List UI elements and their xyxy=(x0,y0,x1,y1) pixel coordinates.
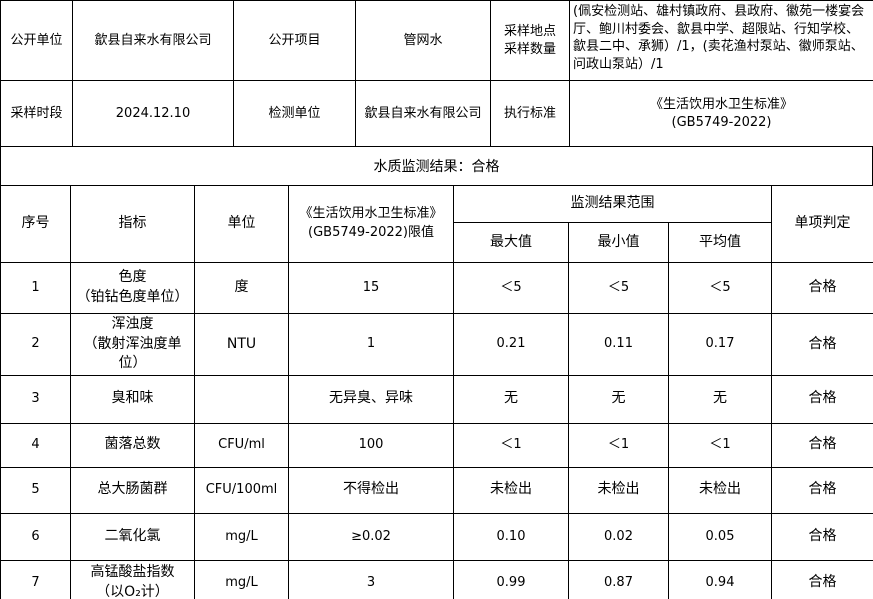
cell-judgement: 合格 xyxy=(771,559,873,599)
cell-unit: CFU/ml xyxy=(194,422,289,468)
cell-limit: ≥0.02 xyxy=(288,512,454,561)
info-table: 公开单位 歙县自来水有限公司 公开项目 管网水 采样地点 采样数量 (佩安检测站… xyxy=(0,0,873,147)
cell-no: 2 xyxy=(0,313,71,376)
cell-min: ＜1 xyxy=(568,422,669,468)
info-row-2: 采样时段 2024.12.10 检测单位 歙县自来水有限公司 执行标准 《生活饮… xyxy=(0,80,873,147)
header-row-2: 最大值 最小值 平均值 xyxy=(1,222,873,263)
label-publisher: 公开单位 xyxy=(0,0,73,81)
cell-no: 3 xyxy=(0,374,71,424)
cell-limit: 不得检出 xyxy=(288,466,454,514)
label-testing-unit: 检测单位 xyxy=(233,80,356,147)
cell-max: 无 xyxy=(453,374,569,424)
label-standard: 执行标准 xyxy=(490,80,570,147)
cell-judgement: 合格 xyxy=(771,466,873,514)
value-testing-unit: 歙县自来水有限公司 xyxy=(355,80,491,147)
cell-max: 未检出 xyxy=(453,466,569,514)
cell-no: 4 xyxy=(0,422,71,468)
table-row: 3 臭和味 无异臭、异味 无 无 无 合格 xyxy=(0,374,873,424)
cell-limit: 1 xyxy=(288,313,454,376)
cell-min: 0.11 xyxy=(568,313,669,376)
cell-limit: 无异臭、异味 xyxy=(288,374,454,424)
cell-max: 0.21 xyxy=(453,313,569,376)
cell-indicator: 臭和味 xyxy=(70,374,195,424)
cell-no: 5 xyxy=(0,466,71,514)
table-row: 7 高锰酸盐指数 （以O₂计） mg/L 3 0.99 0.87 0.94 合格 xyxy=(0,559,873,599)
cell-avg: 未检出 xyxy=(667,466,773,514)
header-limit: 《生活饮用水卫生标准》 (GB5749-2022)限值 xyxy=(288,185,454,263)
cell-min: 未检出 xyxy=(568,466,669,514)
header-row-1: 序号 指标 单位 《生活饮用水卫生标准》 (GB5749-2022)限值 监测结… xyxy=(0,185,873,263)
cell-max: ＜1 xyxy=(453,422,569,468)
table-row: 4 菌落总数 CFU/ml 100 ＜1 ＜1 ＜1 合格 xyxy=(0,422,873,468)
value-sampling-period: 2024.12.10 xyxy=(72,80,234,147)
cell-indicator: 二氧化氯 xyxy=(70,512,195,561)
cell-avg: 0.94 xyxy=(667,559,773,599)
cell-max: ＜5 xyxy=(453,262,569,314)
label-project: 公开项目 xyxy=(233,0,356,81)
cell-indicator: 总大肠菌群 xyxy=(70,466,195,514)
header-indicator: 指标 xyxy=(70,185,195,263)
cell-avg: ＜1 xyxy=(667,422,773,468)
cell-min: ＜5 xyxy=(568,262,669,314)
header-result-range: 监测结果范围 xyxy=(452,185,773,223)
cell-avg: 0.17 xyxy=(667,313,773,376)
cell-avg: ＜5 xyxy=(667,262,773,314)
cell-no: 7 xyxy=(0,559,71,599)
cell-judgement: 合格 xyxy=(771,374,873,424)
label-sampling-site-count: 采样地点 采样数量 xyxy=(490,0,570,81)
table-row: 5 总大肠菌群 CFU/100ml 不得检出 未检出 未检出 未检出 合格 xyxy=(0,466,873,514)
table-row: 2 浑浊度 （散射浑浊度单位） NTU 1 0.21 0.11 0.17 合格 xyxy=(0,313,873,376)
header-avg: 平均值 xyxy=(667,222,773,263)
cell-no: 6 xyxy=(0,512,71,561)
cell-min: 0.87 xyxy=(568,559,669,599)
label-sampling-period: 采样时段 xyxy=(0,80,73,147)
cell-indicator: 高锰酸盐指数 （以O₂计） xyxy=(70,559,195,599)
header-max: 最大值 xyxy=(453,222,569,263)
cell-unit: CFU/100ml xyxy=(194,466,289,514)
cell-avg: 0.05 xyxy=(667,512,773,561)
table-row: 1 色度 （铂钻色度单位） 度 15 ＜5 ＜5 ＜5 合格 xyxy=(0,262,873,314)
value-sampling-site-count: (佩安检测站、雄村镇政府、县政府、徽苑一楼宴会厅、鲍川村委会、歙县中学、超限站、… xyxy=(569,0,873,81)
value-project: 管网水 xyxy=(355,0,491,81)
cell-unit: mg/L xyxy=(194,559,289,599)
result-banner: 水质监测结果：合格 xyxy=(0,147,873,186)
header-unit: 单位 xyxy=(194,185,289,263)
result-banner-text: 水质监测结果：合格 xyxy=(373,159,500,175)
cell-judgement: 合格 xyxy=(771,512,873,561)
cell-judgement: 合格 xyxy=(771,262,873,314)
cell-max: 0.10 xyxy=(453,512,569,561)
cell-unit: mg/L xyxy=(194,512,289,561)
table-row: 6 二氧化氯 mg/L ≥0.02 0.10 0.02 0.05 合格 xyxy=(0,512,873,561)
cell-indicator: 菌落总数 xyxy=(70,422,195,468)
cell-limit: 15 xyxy=(288,262,454,314)
cell-unit: 度 xyxy=(194,262,289,314)
cell-no: 1 xyxy=(0,262,71,314)
cell-limit: 3 xyxy=(288,559,454,599)
cell-indicator: 色度 （铂钻色度单位） xyxy=(70,262,195,314)
value-publisher: 歙县自来水有限公司 xyxy=(72,0,234,81)
info-row-1: 公开单位 歙县自来水有限公司 公开项目 管网水 采样地点 采样数量 (佩安检测站… xyxy=(0,0,873,81)
cell-judgement: 合格 xyxy=(771,313,873,376)
cell-min: 无 xyxy=(568,374,669,424)
cell-limit: 100 xyxy=(288,422,454,468)
cell-max: 0.99 xyxy=(453,559,569,599)
cell-avg: 无 xyxy=(667,374,773,424)
header-judgement: 单项判定 xyxy=(771,185,873,263)
cell-judgement: 合格 xyxy=(771,422,873,468)
header-min: 最小值 xyxy=(568,222,669,263)
header-no: 序号 xyxy=(0,185,71,263)
cell-unit: NTU xyxy=(194,313,289,376)
cell-min: 0.02 xyxy=(568,512,669,561)
cell-unit xyxy=(194,374,289,424)
cell-indicator: 浑浊度 （散射浑浊度单位） xyxy=(70,313,195,376)
results-table: 序号 指标 单位 《生活饮用水卫生标准》 (GB5749-2022)限值 监测结… xyxy=(0,185,873,599)
value-standard: 《生活饮用水卫生标准》 (GB5749-2022) xyxy=(569,80,873,147)
